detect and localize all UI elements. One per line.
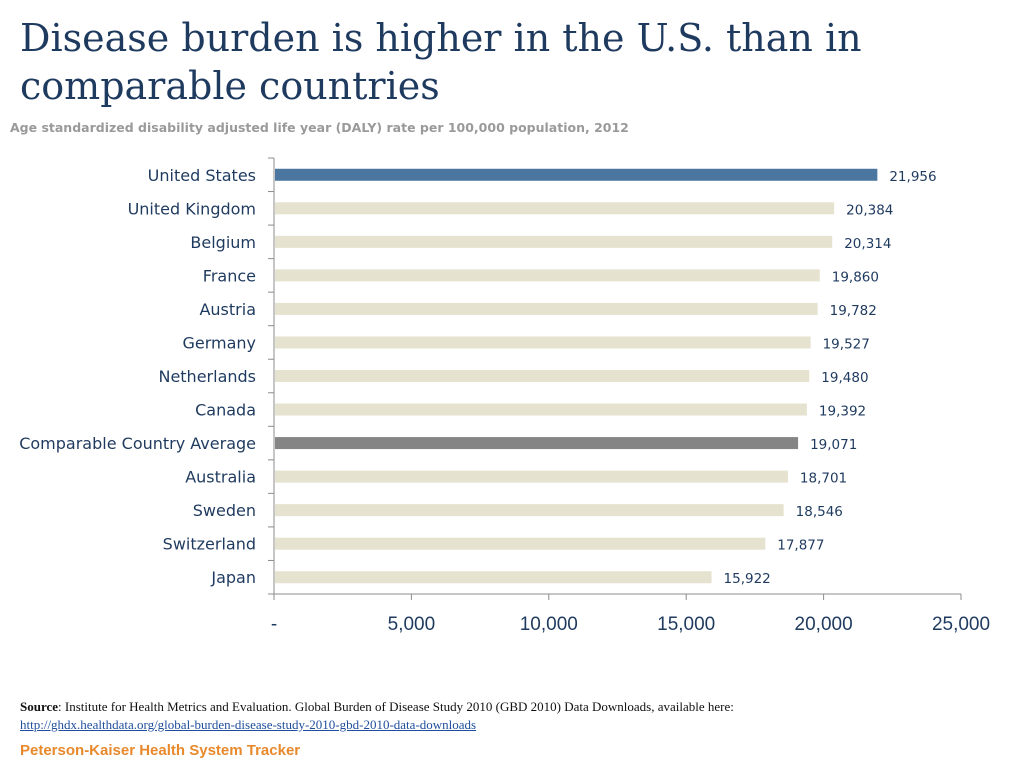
bar (275, 504, 784, 517)
source-note: Source: Institute for Health Metrics and… (20, 698, 1010, 734)
x-tick-label: 20,000 (795, 614, 853, 635)
chart-subtitle: Age standardized disability adjusted lif… (10, 120, 629, 135)
x-tick-label: 15,000 (657, 614, 715, 635)
x-tick-label: 25,000 (932, 614, 990, 635)
category-label: Canada (195, 401, 256, 420)
bar (275, 269, 820, 282)
value-label: 19,071 (810, 437, 857, 453)
value-label: 18,546 (796, 504, 843, 520)
category-label: Japan (210, 568, 256, 587)
value-label: 21,956 (889, 169, 936, 185)
category-label: Australia (185, 468, 256, 487)
source-link[interactable]: http://ghdx.healthdata.org/global-burden… (20, 717, 477, 732)
x-tick-label: - (271, 614, 277, 635)
bar (275, 202, 835, 215)
value-label: 15,922 (724, 571, 771, 587)
value-label: 20,314 (844, 236, 891, 252)
x-tick-label: 5,000 (388, 614, 436, 635)
value-label: 19,860 (832, 269, 879, 285)
bar (275, 437, 799, 450)
bar (275, 370, 810, 382)
bar-chart: - 5,000 10,000 15,000 20,000 25,000 United Sta… (19, 157, 990, 635)
bar (275, 470, 788, 483)
value-label: 19,480 (821, 370, 868, 386)
brand-footer: Peterson-Kaiser Health System Tracker (20, 742, 301, 759)
category-label: Comparable Country Average (19, 434, 256, 453)
value-label: 20,384 (846, 202, 893, 218)
category-label: Belgium (190, 233, 256, 252)
value-label: 17,877 (777, 538, 824, 554)
category-label: United States (148, 166, 256, 185)
category-label: Netherlands (158, 367, 256, 386)
bar (275, 336, 811, 349)
x-tick-label: 10,000 (520, 614, 578, 635)
chart-title: Disease burden is higher in the U.S. tha… (20, 16, 862, 108)
value-label: 19,782 (830, 303, 877, 319)
category-label: France (203, 266, 256, 285)
category-label: Austria (199, 300, 256, 319)
source-label: Source (20, 699, 59, 714)
source-text: : Institute for Health Metrics and Evalu… (58, 699, 734, 714)
category-label: Sweden (193, 501, 256, 520)
value-label: 19,392 (819, 404, 866, 420)
bar (275, 235, 833, 248)
bar (275, 537, 766, 550)
category-label: Switzerland (163, 535, 256, 554)
bar (275, 168, 878, 181)
bar (275, 302, 818, 315)
value-label: 19,527 (823, 336, 870, 352)
bar (275, 403, 807, 416)
value-label: 18,701 (800, 471, 847, 487)
category-label: United Kingdom (128, 199, 256, 218)
bar (275, 571, 712, 584)
category-label: Germany (182, 333, 256, 352)
